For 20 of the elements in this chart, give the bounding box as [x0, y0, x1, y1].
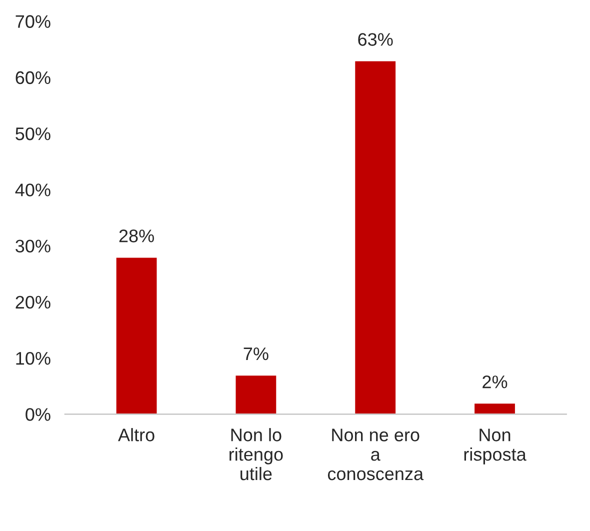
x-tick-label: Non lo ritengo utile: [230, 428, 283, 480]
x-tick-label: Non ne ero a conoscenza: [328, 428, 424, 480]
data-label: 28%: [119, 230, 154, 242]
y-tick-label: 70%: [16, 15, 50, 28]
y-tick-label: 60%: [16, 71, 50, 84]
bar: [234, 374, 278, 414]
y-tick-label: 50%: [16, 127, 50, 140]
x-tick-label: Non risposta: [464, 428, 526, 464]
y-tick-label: 20%: [16, 296, 50, 309]
y-tick-label: 10%: [16, 352, 50, 365]
y-tick-label: 30%: [16, 240, 50, 252]
data-label: 2%: [482, 375, 508, 388]
data-label: 7%: [244, 348, 268, 360]
y-tick-label: 40%: [15, 184, 50, 196]
bar: [354, 60, 397, 414]
bar: [114, 256, 158, 414]
bar: [473, 402, 516, 414]
data-label: 63%: [358, 33, 393, 46]
x-tick-label: Altro: [118, 428, 154, 442]
y-tick-label: 0%: [26, 408, 50, 421]
